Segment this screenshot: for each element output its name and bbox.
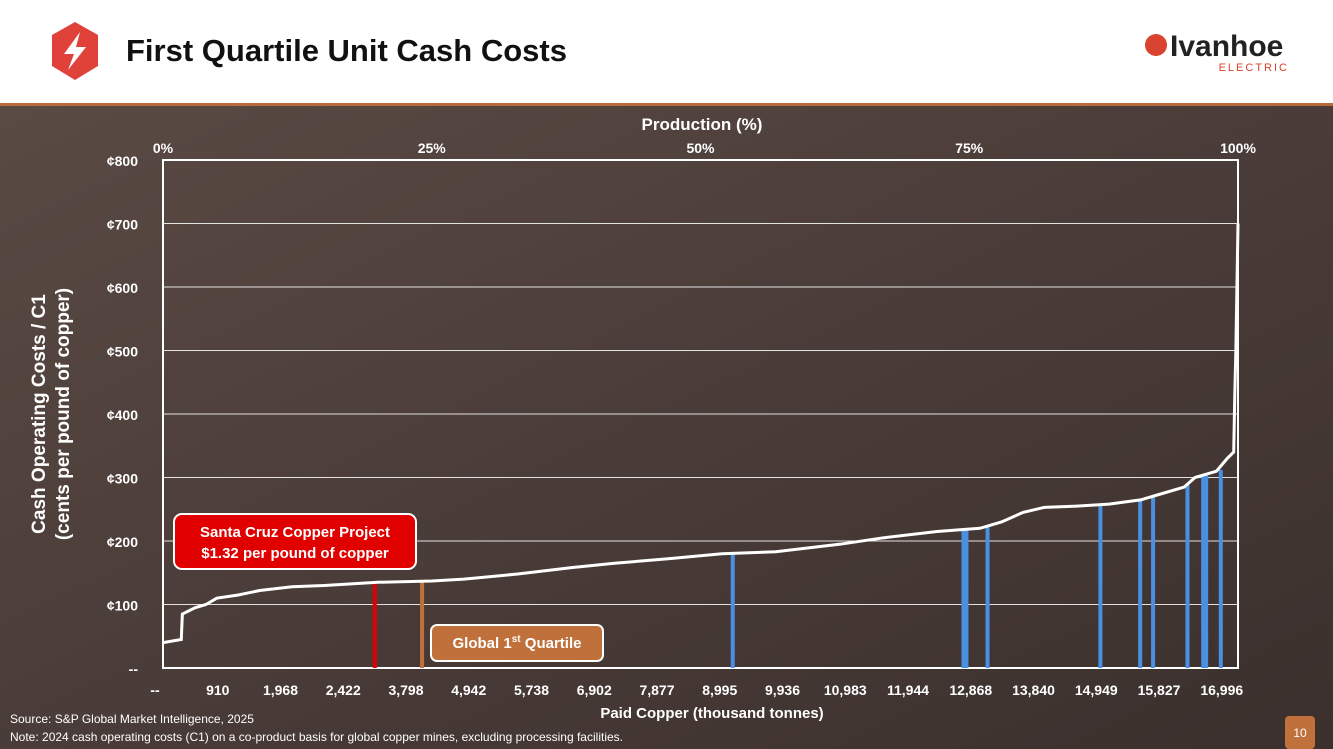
y-tick-label: ¢600: [107, 280, 138, 296]
x-top-tick-label: 50%: [686, 140, 715, 156]
background-photo: [0, 105, 1333, 749]
x-tick-label: 4,942: [451, 682, 486, 698]
x-top-tick-label: 25%: [418, 140, 447, 156]
x-top-tick-label: 75%: [955, 140, 984, 156]
callout-text: Santa Cruz Copper Project: [200, 524, 390, 541]
brand-name: Ivanhoe: [1170, 30, 1283, 63]
y-tick-label: ¢200: [107, 534, 138, 550]
page-badge: [1285, 716, 1315, 749]
note: Note: 2024 cash operating costs (C1) on …: [10, 730, 623, 744]
quartile-box: [430, 624, 604, 662]
x-top-tick-label: 100%: [1220, 140, 1256, 156]
y-tick-label: ¢500: [107, 344, 138, 360]
x-top-tick-label: 0%: [153, 140, 174, 156]
highlight-bar: [372, 582, 377, 668]
y-title: Cash Operating Costs / C1: [29, 294, 50, 534]
highlight-bar: [1151, 496, 1156, 668]
header-band: [0, 0, 1333, 103]
y-tick-label: ¢400: [107, 407, 138, 423]
x-tick-label: 910: [206, 682, 230, 698]
highlight-bar: [1138, 499, 1143, 668]
highlight-bar: [961, 528, 969, 668]
highlight-bar: [730, 552, 735, 668]
highlight-bar: [1185, 483, 1190, 668]
x-tick-label: 5,738: [514, 682, 549, 698]
highlight-bar: [1218, 469, 1223, 668]
highlight-bar: [1098, 504, 1103, 668]
x-tick-label: --: [150, 682, 160, 698]
x-title: Paid Copper (thousand tonnes): [600, 705, 823, 722]
source: Source: S&P Global Market Intelligence, …: [10, 712, 254, 726]
highlight-bar: [420, 581, 425, 668]
x-tick-label: 10,983: [824, 682, 867, 698]
quartile-text: Global 1st Quartile: [453, 634, 582, 652]
brand-icon: [1145, 34, 1167, 56]
y-tick-label: --: [129, 661, 139, 677]
x-tick-label: 11,944: [887, 682, 929, 698]
x-tick-label: 9,936: [765, 682, 800, 698]
callout-box: [173, 513, 417, 570]
cost-curve: [162, 223, 1240, 645]
quartile-part: st: [512, 634, 522, 645]
plot: -- ¢100 ¢200 ¢300 ¢400 ¢500 ¢600 ¢700 ¢800 0% 25% 5…: [29, 115, 1256, 722]
x-tick-label: 7,877: [639, 682, 674, 698]
x-tick-label: 8,995: [702, 682, 737, 698]
x-tick-label: 12,868: [949, 682, 992, 698]
x-tick-label: 15,827: [1138, 682, 1181, 698]
x-tick-label: 1,968: [263, 682, 298, 698]
slide-title: First Quartile Unit Cash Costs: [126, 33, 567, 68]
highlight-bar: [985, 527, 990, 668]
quartile-part: Global 1: [453, 635, 512, 652]
x-tick-label: 3,798: [388, 682, 423, 698]
y-tick-label: ¢700: [107, 217, 138, 233]
callout-text: $1.32 per pound of copper: [201, 545, 389, 562]
page-number: 10: [1293, 726, 1307, 740]
logo-bolt: [64, 32, 86, 70]
x-top-title: Production (%): [642, 115, 763, 134]
brand-sub: ELECTRIC: [1219, 62, 1289, 74]
y-title: (cents per pound of copper): [53, 288, 74, 540]
x-tick-label: 14,949: [1075, 682, 1118, 698]
y-tick-label: ¢800: [107, 153, 138, 169]
plot-frame: [162, 159, 1239, 669]
y-tick-label: ¢300: [107, 471, 138, 487]
x-tick-label: 6,902: [577, 682, 612, 698]
header-rule: [0, 103, 1333, 106]
y-tick-label: ¢100: [107, 598, 138, 614]
highlight-bar: [1201, 475, 1209, 668]
x-tick-label: 2,422: [326, 682, 361, 698]
quartile-part: Quartile: [521, 635, 582, 652]
x-tick-label: 13,840: [1012, 682, 1055, 698]
x-tick-label: 16,996: [1200, 682, 1243, 698]
